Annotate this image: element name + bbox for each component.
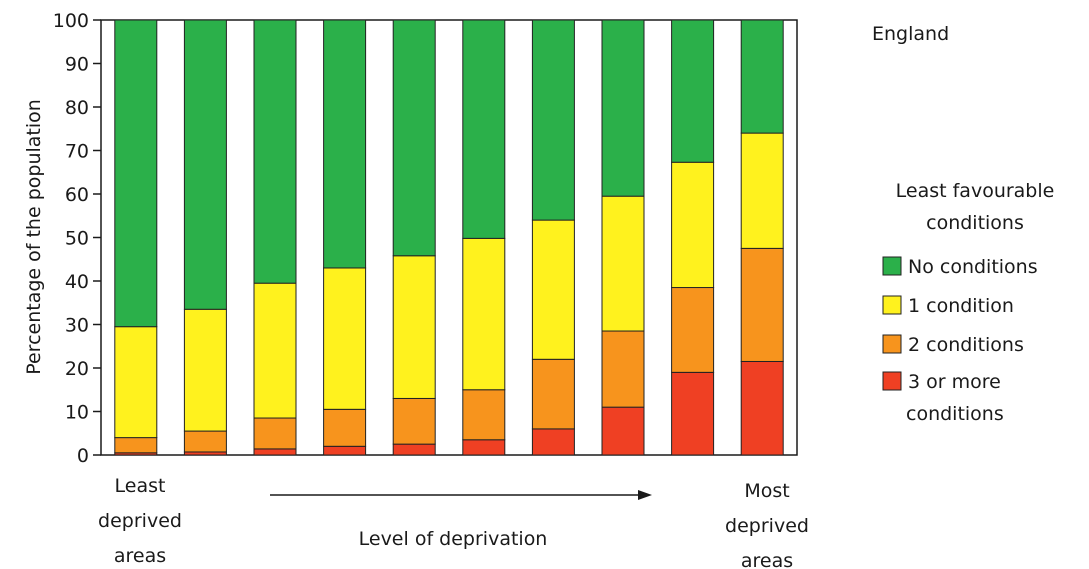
y-axis-title: Percentage of the population xyxy=(23,99,45,375)
x-end-label-line: deprived xyxy=(725,515,809,537)
bar-segment-2-cat-1 xyxy=(114,437,158,454)
y-tick-label: 10 xyxy=(65,402,89,424)
x-end-label: Most deprived areas xyxy=(725,480,809,569)
bar-segment-2-cat-8 xyxy=(601,330,645,408)
legend: Least favourable conditions No conditions 1… xyxy=(882,180,1055,425)
bar-segment-3-cat-7 xyxy=(531,219,575,360)
x-start-label: Least deprived areas xyxy=(98,475,182,567)
y-tick-label: 80 xyxy=(65,97,89,119)
y-tick-label: 60 xyxy=(65,184,89,206)
bar-segment-2-cat-9 xyxy=(671,287,715,373)
bar-segment-2-cat-2 xyxy=(183,430,227,453)
bar-segment-4-cat-4 xyxy=(323,19,367,269)
bar-segment-1-cat-7 xyxy=(531,428,575,456)
bar-segment-1-cat-3 xyxy=(253,448,297,456)
bar-segment-3-cat-2 xyxy=(183,308,227,432)
x-end-label-line: areas xyxy=(741,550,793,569)
bar-segment-3-cat-10 xyxy=(740,132,784,249)
legend-swatch xyxy=(882,334,902,354)
bar-segment-2-cat-4 xyxy=(323,408,367,447)
bar-segment-1-cat-4 xyxy=(323,445,367,456)
bars xyxy=(114,19,784,456)
legend-swatch xyxy=(882,371,902,391)
y-tick-label: 90 xyxy=(65,54,89,76)
y-tick-label: 20 xyxy=(65,358,89,380)
legend-label: No conditions xyxy=(908,256,1038,278)
x-start-label-line: deprived xyxy=(98,510,182,532)
x-start-label-line: areas xyxy=(114,545,166,567)
bar-segment-3-cat-4 xyxy=(323,267,367,410)
bar-segment-4-cat-5 xyxy=(392,19,436,257)
legend-swatch xyxy=(882,256,902,276)
y-tick-label: 40 xyxy=(65,271,89,293)
legend-title: conditions xyxy=(926,212,1024,234)
x-start-label-line: Least xyxy=(115,475,166,497)
bar-segment-3-cat-3 xyxy=(253,282,297,419)
bar-segment-4-cat-3 xyxy=(253,19,297,284)
bar-segment-1-cat-6 xyxy=(462,439,506,456)
bar-segment-4-cat-1 xyxy=(114,19,158,328)
bar-segment-4-cat-8 xyxy=(601,19,645,197)
bar-segment-1-cat-5 xyxy=(392,443,436,456)
bar-segment-2-cat-5 xyxy=(392,397,436,445)
x-axis-title: Level of deprivation xyxy=(359,528,548,550)
bar-segment-4-cat-6 xyxy=(462,19,506,239)
y-tick-label: 50 xyxy=(65,228,89,250)
bar-segment-4-cat-2 xyxy=(183,19,227,310)
bar-segment-2-cat-3 xyxy=(253,417,297,450)
bar-segment-3-cat-8 xyxy=(601,195,645,332)
x-end-label-line: Most xyxy=(744,480,789,502)
legend-title: Least favourable xyxy=(896,180,1055,202)
region-label: England xyxy=(872,23,949,45)
bar-segment-2-cat-6 xyxy=(462,389,506,441)
bar-segment-1-cat-8 xyxy=(601,406,645,456)
bar-segment-4-cat-7 xyxy=(531,19,575,221)
legend-label: 1 condition xyxy=(908,295,1014,317)
y-axis: 0 10 20 30 40 50 60 70 80 90 100 xyxy=(53,10,101,467)
legend-label: conditions xyxy=(906,403,1004,425)
bar-segment-3-cat-5 xyxy=(392,255,436,399)
bar-segment-4-cat-10 xyxy=(740,19,784,134)
bar-segment-1-cat-10 xyxy=(740,360,784,456)
bar-segment-3-cat-6 xyxy=(462,237,506,391)
legend-label: 3 or more xyxy=(908,371,1001,393)
bar-segment-3-cat-9 xyxy=(671,161,715,289)
legend-label: 2 conditions xyxy=(908,334,1024,356)
bar-segment-2-cat-10 xyxy=(740,247,784,362)
y-tick-label: 0 xyxy=(77,445,89,467)
y-tick-label: 30 xyxy=(65,315,89,337)
y-tick-label: 70 xyxy=(65,141,89,163)
bar-segment-2-cat-7 xyxy=(531,358,575,430)
x-axis-arrow xyxy=(270,490,652,500)
legend-swatch xyxy=(882,295,902,315)
bar-segment-3-cat-1 xyxy=(114,326,158,439)
bar-segment-1-cat-9 xyxy=(671,371,715,456)
y-tick-label: 100 xyxy=(53,10,89,32)
bar-segment-4-cat-9 xyxy=(671,19,715,163)
